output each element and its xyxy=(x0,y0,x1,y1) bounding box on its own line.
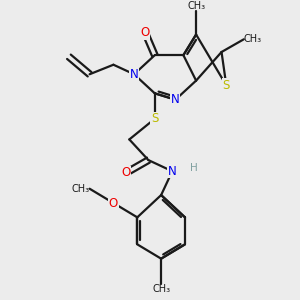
Text: CH₃: CH₃ xyxy=(187,1,205,11)
Text: N: N xyxy=(130,68,139,81)
Text: O: O xyxy=(141,26,150,39)
Text: CH₃: CH₃ xyxy=(71,184,90,194)
Text: CH₃: CH₃ xyxy=(152,284,170,294)
Text: N: N xyxy=(168,165,177,178)
Text: CH₃: CH₃ xyxy=(244,34,262,44)
Text: S: S xyxy=(223,79,230,92)
Text: S: S xyxy=(151,112,158,125)
Text: N: N xyxy=(171,93,180,106)
Text: H: H xyxy=(190,163,197,173)
Text: O: O xyxy=(122,166,131,179)
Text: O: O xyxy=(109,196,118,209)
